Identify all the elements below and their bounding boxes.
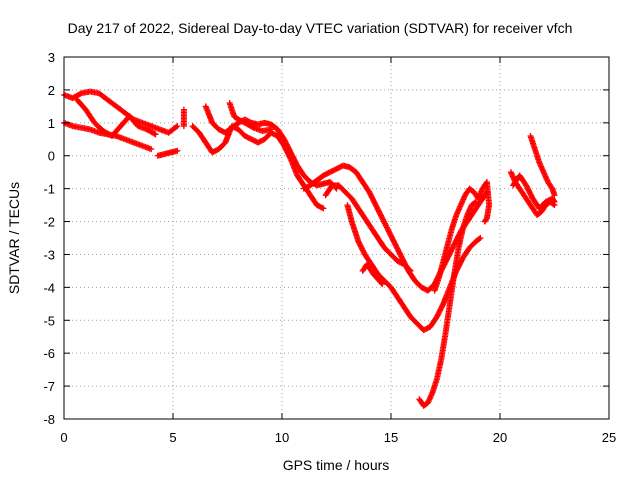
data-point [551,198,558,205]
data-point [77,90,84,97]
data-point [152,131,159,138]
y-tick-label: 3 [48,50,55,65]
x-tick-label: 5 [169,430,176,445]
data-point [482,217,489,224]
series-trace-c [74,96,159,139]
x-axis-label: GPS time / hours [283,457,390,473]
y-tick-label: -3 [43,247,55,262]
data-point [379,281,386,288]
x-tick-label: 20 [493,430,507,445]
data-point [268,126,275,133]
data-point [551,192,558,199]
series-trace-n [359,261,386,288]
data-point [481,218,488,225]
axis-ticks: 0 5 10 15 20 25 -8 -7 -6 -5 -4 -3 -2 -1 0 1 2 3 [43,50,616,445]
series-trace-m [431,179,493,294]
series-trace-e [180,106,187,130]
grid [64,57,609,419]
data-point [249,124,256,131]
data-point [378,279,385,286]
data-point [148,146,155,153]
data-point [319,204,326,211]
y-tick-label: -8 [43,412,55,427]
data-point [550,197,557,204]
x-tick-label: 15 [384,430,398,445]
data-point [439,302,446,309]
series-trace-h [226,100,275,135]
series-trace-g [189,123,327,212]
plot-frame [63,56,610,420]
data-point [174,147,181,154]
data-points [61,88,558,409]
data-point [173,124,180,131]
series-trace-f [202,103,340,192]
data-point [476,235,483,242]
data-point [287,154,294,161]
series-trace-d [154,147,181,159]
y-axis-label: SDTVAR / TECUs [6,182,22,294]
y-tick-label: -1 [43,182,55,197]
data-point [471,199,478,206]
x-tick-label: 0 [60,430,67,445]
y-tick-label: 2 [48,83,55,98]
y-tick-label: -4 [43,280,55,295]
y-tick-label: -2 [43,215,55,230]
series-trace-l [416,198,480,409]
y-tick-label: -7 [43,379,55,394]
chart-title: Day 217 of 2022, Sidereal Day-to-day VTE… [68,20,573,36]
series-trace-a [61,88,181,136]
data-point [320,205,327,212]
data-point [407,267,414,274]
y-tick-label: -5 [43,313,55,328]
x-tick-label: 25 [602,430,616,445]
y-tick-label: -6 [43,346,55,361]
series-trace-j [322,182,414,274]
data-point [174,123,181,130]
data-point [473,198,480,205]
series-trace-p [527,132,558,199]
x-tick-label: 10 [275,430,289,445]
y-tick-label: 1 [48,116,55,131]
data-point [477,235,484,241]
data-point [406,266,413,273]
data-point [180,123,187,130]
series-trace-q [510,172,558,212]
y-tick-label: 0 [48,149,55,164]
data-point [151,130,158,137]
